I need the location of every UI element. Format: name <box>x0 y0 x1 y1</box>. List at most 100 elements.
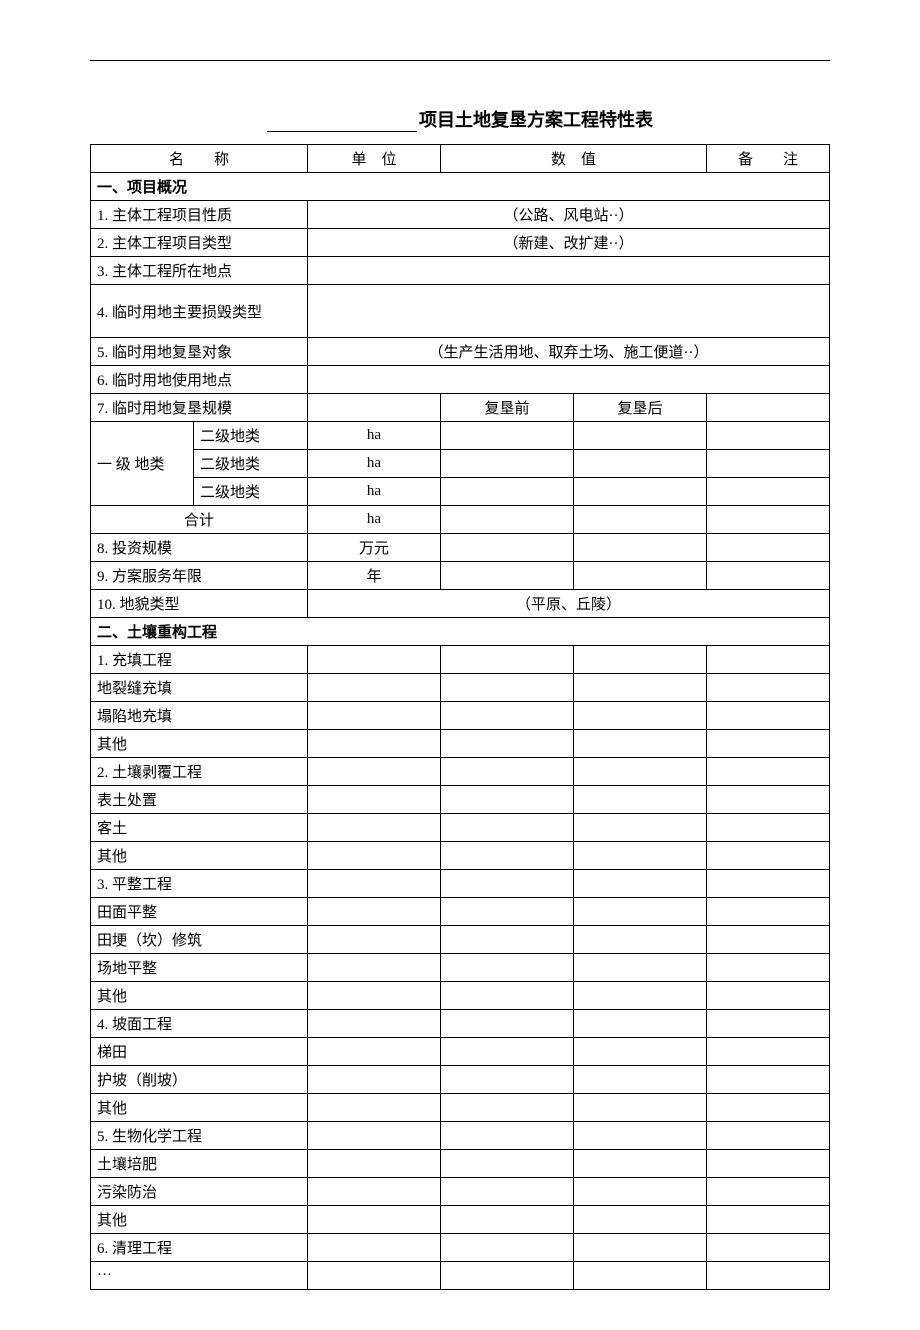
row-unit <box>308 758 441 786</box>
row-val2 <box>574 954 707 982</box>
row-val1 <box>441 702 574 730</box>
table-row: 2. 主体工程项目类型 （新建、改扩建··） <box>91 229 830 257</box>
row-val1 <box>441 926 574 954</box>
table-row: 一 级 地类 二级地类 ha <box>91 422 830 450</box>
row-note <box>707 1066 830 1094</box>
row-val2 <box>574 870 707 898</box>
row-val2 <box>574 814 707 842</box>
row-note <box>707 954 830 982</box>
row-label: ··· <box>91 1262 308 1290</box>
row-note <box>707 870 830 898</box>
row-unit: 年 <box>308 562 441 590</box>
row-note <box>707 730 830 758</box>
row-unit: ha <box>308 506 441 534</box>
row-note <box>707 478 830 506</box>
section1-heading-row: 一、项目概况 <box>91 173 830 201</box>
row-val1 <box>441 730 574 758</box>
table-row: 3. 主体工程所在地点 <box>91 257 830 285</box>
after-label: 复垦后 <box>574 394 707 422</box>
row-unit: ha <box>308 478 441 506</box>
row-unit <box>308 394 441 422</box>
table-row: 土壤培肥 <box>91 1150 830 1178</box>
row-val1 <box>441 562 574 590</box>
row-label: 5. 临时用地复垦对象 <box>91 338 308 366</box>
row-val2 <box>574 1066 707 1094</box>
row-unit <box>308 982 441 1010</box>
characteristics-table: 名 称 单 位 数 值 备 注 一、项目概况 1. 主体工程项目性质 （公路、风… <box>90 144 830 1290</box>
table-row: 田面平整 <box>91 898 830 926</box>
table-row: 二级地类 ha <box>91 450 830 478</box>
row-val2 <box>574 898 707 926</box>
row-val1 <box>441 1094 574 1122</box>
row-val2 <box>574 646 707 674</box>
table-row: 6. 临时用地使用地点 <box>91 366 830 394</box>
row-value <box>308 285 830 338</box>
sub-label: 二级地类 <box>194 478 308 506</box>
row-val2 <box>574 730 707 758</box>
row-unit <box>308 926 441 954</box>
row-label: 梯田 <box>91 1038 308 1066</box>
row-val1 <box>441 1066 574 1094</box>
row-note <box>707 982 830 1010</box>
row-note <box>707 422 830 450</box>
row-note <box>707 394 830 422</box>
row-label: 田埂（坎）修筑 <box>91 926 308 954</box>
row-val1 <box>441 1262 574 1290</box>
row-val1 <box>441 1010 574 1038</box>
row-val2 <box>574 1094 707 1122</box>
table-row: 表土处置 <box>91 786 830 814</box>
row-val2 <box>574 1234 707 1262</box>
row-unit <box>308 842 441 870</box>
section2-heading-row: 二、土壤重构工程 <box>91 618 830 646</box>
table-row: 10. 地貌类型 （平原、丘陵） <box>91 590 830 618</box>
header-value: 数 值 <box>441 145 707 173</box>
header-name: 名 称 <box>91 145 308 173</box>
row-label: 田面平整 <box>91 898 308 926</box>
row-val2 <box>574 842 707 870</box>
row-note <box>707 506 830 534</box>
row-note <box>707 1122 830 1150</box>
row-label: 2. 土壤剥覆工程 <box>91 758 308 786</box>
row-val1 <box>441 954 574 982</box>
row-value <box>308 366 830 394</box>
row-value: （新建、改扩建··） <box>308 229 830 257</box>
header-unit: 单 位 <box>308 145 441 173</box>
table-row: 其他 <box>91 842 830 870</box>
row-val2 <box>574 758 707 786</box>
section1-heading: 一、项目概况 <box>91 173 830 201</box>
row-val1 <box>441 450 574 478</box>
row-unit <box>308 1066 441 1094</box>
row-note <box>707 1094 830 1122</box>
sub-label: 二级地类 <box>194 422 308 450</box>
table-row: 护坡（削坡） <box>91 1066 830 1094</box>
row-note <box>707 786 830 814</box>
row-note <box>707 450 830 478</box>
row-label: 4. 临时用地主要损毁类型 <box>91 285 308 338</box>
row-label: 2. 主体工程项目类型 <box>91 229 308 257</box>
row-note <box>707 562 830 590</box>
row-unit <box>308 674 441 702</box>
table-row: 田埂（坎）修筑 <box>91 926 830 954</box>
table-row: 3. 平整工程 <box>91 870 830 898</box>
row-val2 <box>574 1206 707 1234</box>
table-row: 8. 投资规模 万元 <box>91 534 830 562</box>
row-label: 1. 主体工程项目性质 <box>91 201 308 229</box>
row-val1 <box>441 674 574 702</box>
row-val1 <box>441 1038 574 1066</box>
row-unit <box>308 702 441 730</box>
row-note <box>707 758 830 786</box>
table-row: 1. 主体工程项目性质 （公路、风电站··） <box>91 201 830 229</box>
row-val2 <box>574 1178 707 1206</box>
table-row: 4. 临时用地主要损毁类型 <box>91 285 830 338</box>
row-val1 <box>441 898 574 926</box>
row-label: 其他 <box>91 1206 308 1234</box>
table-header-row: 名 称 单 位 数 值 备 注 <box>91 145 830 173</box>
row-val1 <box>441 1150 574 1178</box>
table-row: ··· <box>91 1262 830 1290</box>
row-unit <box>308 1122 441 1150</box>
top-rule <box>90 60 830 61</box>
table-row: 2. 土壤剥覆工程 <box>91 758 830 786</box>
row-val2 <box>574 1010 707 1038</box>
row-note <box>707 534 830 562</box>
row-val2 <box>574 534 707 562</box>
